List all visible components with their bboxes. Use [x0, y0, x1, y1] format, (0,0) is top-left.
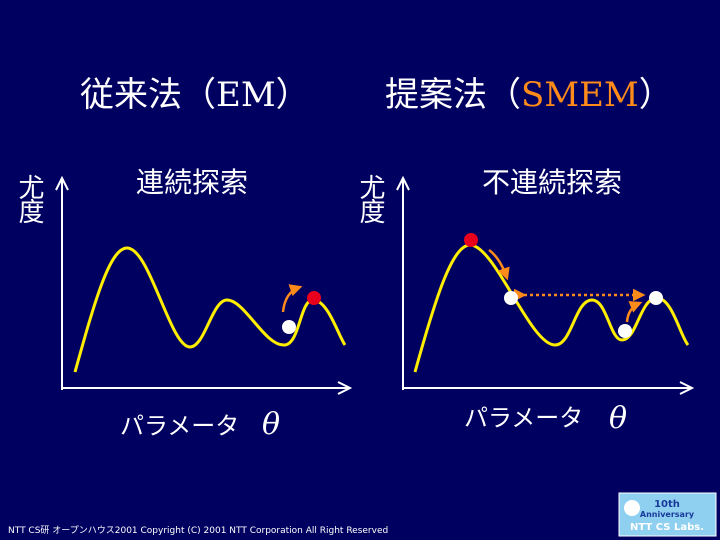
logo-line: 10th: [654, 499, 680, 510]
end-point: [464, 233, 478, 247]
split-point: [504, 291, 518, 305]
left-x-label: パラメータ: [120, 412, 239, 440]
right-title: 提案法（SMEM）: [385, 75, 673, 115]
left-subtitle: 連続探索: [136, 166, 248, 199]
left-title: 従来法（EM）: [80, 75, 310, 115]
merge-point: [649, 291, 663, 305]
right-y-label: 尤度: [355, 174, 385, 222]
title-method: SMEM: [521, 75, 639, 115]
right-axes: [396, 175, 695, 395]
logo-line: NTT CS Labs.: [630, 522, 704, 533]
title-prefix: 提案法（: [385, 75, 521, 115]
right-x-label: パラメータ: [464, 404, 583, 432]
move-arrow: [625, 301, 643, 323]
footer: NTT CS研 オープンハウス2001 Copyright (C) 2001 N…: [8, 525, 388, 536]
right-x-symbol: θ: [609, 401, 627, 436]
left-curve: [73, 246, 347, 373]
move-arrow: [488, 248, 510, 281]
start-point: [282, 320, 296, 334]
title-suffix: ）: [639, 75, 673, 115]
move-arrow: [281, 284, 303, 313]
left-axes: [55, 175, 353, 395]
end-point: [307, 291, 321, 305]
start-point: [618, 324, 632, 338]
left-y-label: 尤度: [14, 174, 44, 222]
title-prefix: 従来法（: [80, 75, 216, 115]
logo-mark: [624, 500, 640, 516]
right-subtitle: 不連続探索: [482, 166, 622, 199]
title-suffix: ）: [276, 75, 310, 115]
logo-line: Anniversary: [640, 510, 695, 519]
title-method: EM: [216, 75, 276, 115]
right-curve: [413, 243, 690, 373]
left-x-symbol: θ: [262, 407, 280, 442]
